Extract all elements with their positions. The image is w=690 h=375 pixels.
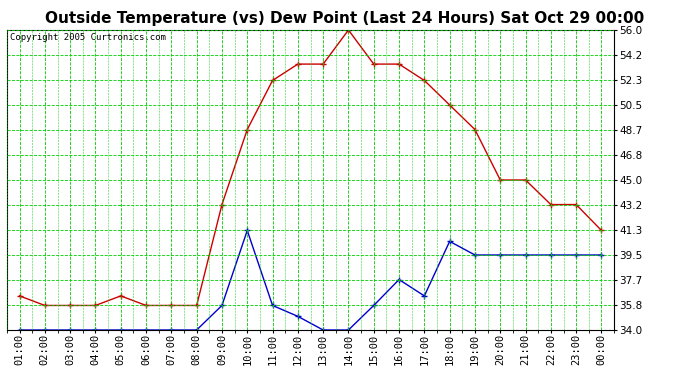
Text: Outside Temperature (vs) Dew Point (Last 24 Hours) Sat Oct 29 00:00: Outside Temperature (vs) Dew Point (Last… [46, 11, 644, 26]
Text: Copyright 2005 Curtronics.com: Copyright 2005 Curtronics.com [10, 33, 166, 42]
